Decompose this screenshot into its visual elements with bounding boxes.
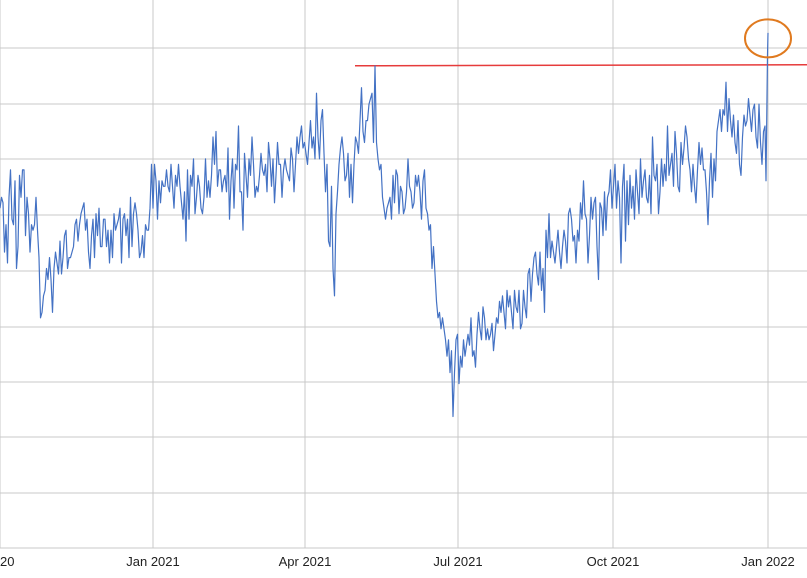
reference-line <box>354 64 807 67</box>
series-line-0 <box>0 32 769 418</box>
x-tick-label-0: 2020 <box>0 554 14 569</box>
series-group <box>0 32 769 418</box>
x-tick-label-3: Jul 2021 <box>433 554 482 569</box>
x-tick-label-2: Apr 2021 <box>279 554 332 569</box>
highlight-circle <box>744 18 792 59</box>
reference-line-group <box>354 64 807 67</box>
x-tick-label-4: Oct 2021 <box>587 554 640 569</box>
x-tick-labels: 2020 Jan 2021 Apr 2021 Jul 2021 Oct 2021 Jan … <box>0 554 795 569</box>
grid-lines <box>0 0 807 549</box>
highlight-group <box>744 18 792 59</box>
x-tick-label-1: Jan 2021 <box>126 554 180 569</box>
x-tick-label-5: Jan 2022 <box>741 554 795 569</box>
